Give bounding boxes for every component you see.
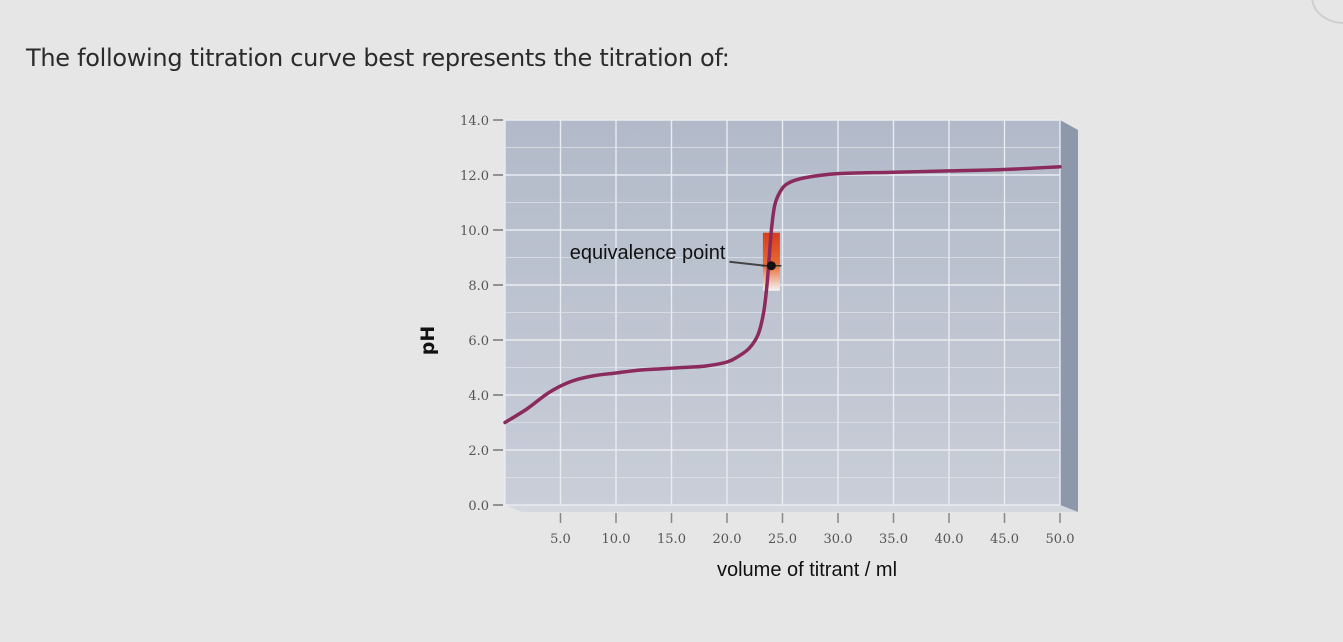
equivalence-leader-line	[729, 260, 766, 267]
x-tick-label: 20.0	[713, 532, 742, 547]
x-tick-label: 30.0	[824, 532, 853, 547]
y-axis-title: pH	[417, 326, 439, 356]
x-tick-label: 25.0	[768, 532, 797, 547]
x-tick-label: 10.0	[602, 532, 631, 547]
question-text: The following titration curve best repre…	[26, 44, 730, 72]
y-tick-label: 10.0	[460, 224, 489, 239]
plot-side-face	[1060, 120, 1078, 512]
y-tick-label: 4.0	[468, 389, 489, 404]
titration-curve-line	[503, 165, 1062, 425]
x-tick-label: 5.0	[550, 532, 571, 547]
x-tick-label: 40.0	[935, 532, 964, 547]
y-tick-label: 2.0	[468, 444, 489, 459]
x-tick-label: 45.0	[990, 532, 1019, 547]
x-tick-label: 35.0	[879, 532, 908, 547]
y-tick-label: 12.0	[460, 169, 489, 184]
x-tick-label: 50.0	[1046, 532, 1075, 547]
x-tick-label: 15.0	[657, 532, 686, 547]
y-tick-label: 14.0	[460, 114, 489, 129]
equivalence-point-dot	[766, 261, 776, 271]
equivalence-point-label: equivalence point	[570, 242, 726, 264]
x-axis-title: volume of titrant / ml	[717, 559, 897, 581]
y-tick-label: 6.0	[468, 334, 489, 349]
y-tick-label: 0.0	[468, 499, 489, 514]
grid-lines	[504, 119, 1061, 506]
y-tick-label: 8.0	[468, 279, 489, 294]
x-axis: 5.0 10.0 15.0 20.0 25.0 30.0 35.0 40.0 45.0 50.0	[550, 513, 1074, 547]
plot-bottom-face	[505, 505, 1078, 512]
y-axis: 0.0 2.0 4.0 6.0 8.0 10.0 12.0 14.0	[460, 114, 503, 514]
